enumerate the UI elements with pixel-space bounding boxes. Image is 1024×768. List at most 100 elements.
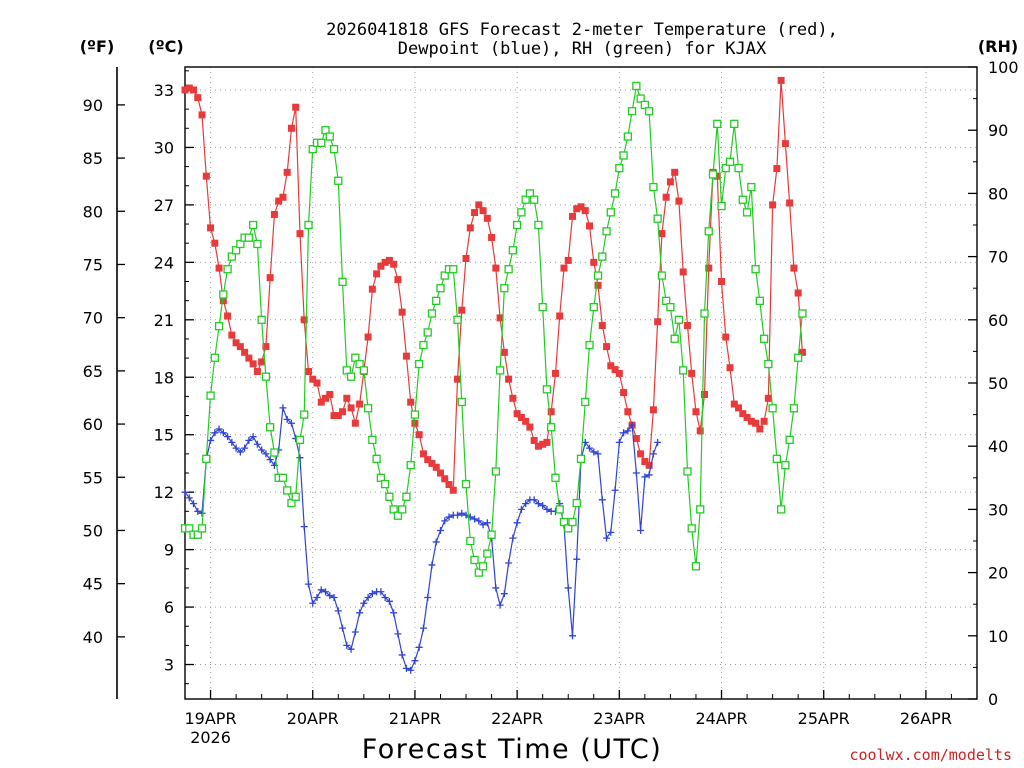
rh-tick-label: 60 <box>988 311 1008 330</box>
x-tick-label: 20APR <box>287 709 339 728</box>
temperature-point <box>475 201 483 209</box>
temperature-point <box>735 404 743 412</box>
x-tick-label: 23APR <box>593 709 645 728</box>
x-tick-label: 21APR <box>389 709 441 728</box>
rh-point <box>602 227 611 236</box>
dewpoint-point <box>513 519 521 527</box>
temperature-point <box>394 276 402 284</box>
rh-point <box>764 359 773 369</box>
rh-point <box>789 404 799 413</box>
temperature-point <box>496 314 504 322</box>
dewpoint-point <box>364 593 372 601</box>
rh-point <box>781 461 790 470</box>
temperature-point <box>445 481 453 489</box>
dewpoint-point <box>236 448 244 456</box>
temperature-point <box>483 214 491 222</box>
rh-point <box>491 467 500 476</box>
temperature-point <box>385 256 393 264</box>
c-tick-label: 30 <box>154 138 174 157</box>
rh-ticks: 0 10 20 30 40 50 60 70 80 90 100 <box>968 58 1019 709</box>
temperature-point <box>322 394 330 402</box>
rh-point <box>691 562 701 571</box>
gridlines <box>185 67 977 699</box>
temperature-point <box>245 354 253 362</box>
temperature-point <box>564 256 572 264</box>
dewpoint-point <box>347 645 355 653</box>
rh-point <box>585 340 594 350</box>
rh-point <box>402 492 411 501</box>
f-tick-label: 45 <box>83 575 103 594</box>
rh-point <box>214 321 224 331</box>
rh-point <box>270 448 279 457</box>
rh-point <box>662 296 671 305</box>
rh-point <box>457 397 466 407</box>
dewpoint-point <box>343 641 351 649</box>
dewpoint-point <box>505 559 513 567</box>
temperature-point <box>441 475 449 483</box>
dewpoint-point <box>432 538 440 546</box>
temperature-point <box>539 440 547 448</box>
temperature-point <box>343 394 351 402</box>
dewpoint-point <box>381 593 389 601</box>
temperature-point <box>739 410 747 418</box>
dewpoint-point <box>590 448 598 456</box>
temperature-point <box>598 322 606 330</box>
rh-point <box>657 271 667 280</box>
c-tick-label: 9 <box>164 541 174 560</box>
c-tick-label: 18 <box>154 368 174 387</box>
series-layer <box>180 76 807 674</box>
dewpoint-point <box>573 555 581 563</box>
temperature-point <box>666 178 674 186</box>
dewpoint-point <box>603 534 611 542</box>
rh-point <box>266 423 275 432</box>
dewpoint-point <box>402 664 410 672</box>
rh-tick-label: 30 <box>988 500 1008 519</box>
rh-point <box>321 126 330 135</box>
temperature-point <box>198 111 206 119</box>
temperature-point <box>705 264 713 272</box>
temperature-point <box>317 398 325 406</box>
dewpoint-point <box>211 429 219 437</box>
dewpoint-point <box>232 444 240 452</box>
celsius-ticks: 3 6 9 12 15 18 21 24 27 30 33 <box>154 70 194 685</box>
dewpoint-point <box>424 593 432 601</box>
rh-point <box>504 265 513 274</box>
dewpoint-point <box>594 450 602 458</box>
rh-point <box>687 524 696 533</box>
dewpoint-point <box>356 609 364 617</box>
rh-point <box>236 239 245 249</box>
dewpoint-point <box>641 473 649 481</box>
dewpoint-point <box>309 599 317 607</box>
rh-point <box>772 454 782 463</box>
temperature-point <box>326 390 334 398</box>
temperature-point <box>241 348 249 356</box>
series-temperature <box>181 76 806 494</box>
temperature-point <box>509 394 517 402</box>
dewpoint-point <box>194 507 202 515</box>
rh-point <box>368 435 377 445</box>
rh-point <box>649 182 658 192</box>
rh-point <box>581 397 590 407</box>
rh-point <box>398 505 407 514</box>
temperature-point <box>368 285 376 293</box>
temperature-point <box>266 274 274 282</box>
rh-point <box>653 214 662 223</box>
rh-point <box>721 163 730 173</box>
temperature-point <box>347 404 355 412</box>
rh-point <box>606 208 615 217</box>
dewpoint-point <box>228 438 236 446</box>
temperature-point <box>194 94 202 102</box>
temperature-point <box>747 417 755 425</box>
temperature-point <box>547 408 555 416</box>
temperature-point <box>688 369 696 377</box>
f-tick-label: 80 <box>83 202 103 221</box>
temperature-point <box>526 423 534 431</box>
x-tick-label: 25APR <box>798 709 850 728</box>
x-tick-label: 19APR <box>185 709 237 728</box>
rh-point <box>329 145 339 154</box>
temperature-point <box>500 348 508 356</box>
temperature-point <box>402 352 410 360</box>
temperature-point <box>279 193 287 201</box>
temperature-point <box>624 408 632 416</box>
